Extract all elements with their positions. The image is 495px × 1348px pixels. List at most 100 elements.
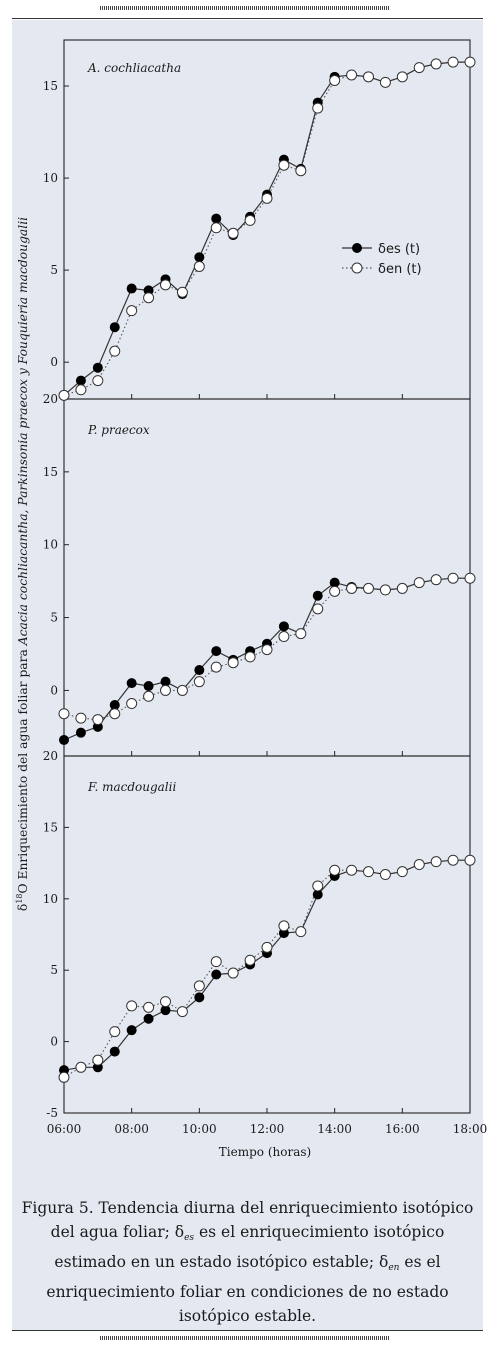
panel-1-y-tick-label: 5 — [50, 263, 58, 277]
panel-2-den-point — [58, 708, 70, 720]
panel-1-des-point — [92, 362, 103, 373]
panel-1-des-point — [194, 252, 205, 263]
panel-2-den-point — [227, 657, 239, 669]
panel-3-den-point — [143, 1001, 155, 1013]
x-tick-label: 14:00 — [317, 1122, 352, 1136]
bottom-rule — [12, 1330, 483, 1331]
panel-2-den-point — [126, 698, 138, 710]
panel-2-den-point — [210, 661, 222, 673]
panel-2-des-point — [329, 577, 340, 588]
panel-2-frame — [63, 398, 471, 757]
panel-3-den-point — [464, 854, 476, 866]
panel-3-den-point — [413, 859, 425, 871]
panel-2-den-point — [109, 708, 121, 720]
panel-3-den-point — [261, 941, 273, 953]
panel-2-den-point — [329, 585, 341, 597]
panel-1-des-point — [75, 375, 86, 386]
panel-2-den-point — [363, 582, 374, 594]
panel-2-des-point — [160, 676, 171, 687]
panel-1-den-point — [379, 76, 391, 88]
panel-1-des-point — [211, 213, 222, 224]
panel-3-den-point — [227, 967, 239, 979]
bottom-decorative-bar — [100, 1336, 390, 1340]
panel-3-den-point — [126, 1000, 138, 1012]
figure-panel — [12, 20, 483, 1330]
panel-1-frame — [63, 39, 471, 400]
panel-2-des-point — [278, 621, 289, 632]
panel-2-den-point — [244, 651, 256, 663]
panel-1-den-point — [329, 75, 341, 87]
panel-1-den-point — [413, 62, 425, 74]
panel-3-des-point — [194, 992, 205, 1003]
panel-3-y-tick-label: 5 — [50, 963, 58, 977]
panel-2-y-tick-label: 15 — [43, 465, 58, 479]
legend: δes (t) δen (t) — [342, 242, 422, 277]
panel-3-den-point — [278, 920, 290, 932]
panel-2-den-point — [261, 644, 273, 656]
panel-3-den-point — [92, 1054, 104, 1066]
panel-2-den-point — [447, 572, 459, 584]
panel-2-den-point — [413, 577, 425, 589]
panel-2-des-point — [312, 590, 323, 601]
panel-1-series-des-line — [63, 61, 470, 396]
panel-1-den-point — [464, 56, 476, 68]
panel-3-den-point — [363, 866, 374, 878]
legend-series1-label: δes (t) — [378, 242, 420, 257]
panel-2-title: P. praecox — [87, 423, 150, 437]
panel-2-den-point — [464, 572, 476, 584]
panel-2-y-tick-label: 0 — [50, 683, 58, 697]
panel-3-series-des-line — [63, 859, 470, 1071]
panel-2-den-point — [430, 574, 442, 586]
panel-2-series-des-line — [63, 577, 470, 741]
panel-3-den-point — [379, 869, 391, 881]
panel-1-den-point — [447, 56, 459, 68]
panel-2-des-point — [75, 727, 86, 738]
legend-series1-marker — [352, 243, 362, 253]
panel-2-den-point — [396, 582, 408, 594]
panel-1-y-tick-label: 10 — [43, 171, 58, 185]
panel-3-y-tick-label: 15 — [43, 820, 58, 834]
panel-1-den-point — [75, 384, 87, 396]
panel-1-den-point — [210, 222, 222, 234]
panel-1-den-point — [143, 292, 155, 304]
x-axis-label: Tiempo (horas) — [219, 1145, 311, 1159]
panel-1-den-point — [109, 345, 121, 357]
panel-2-den-point — [160, 684, 171, 696]
panel-3-den-point — [109, 1026, 121, 1038]
x-tick-label: 18:00 — [453, 1122, 488, 1136]
x-tick-label: 06:00 — [47, 1122, 82, 1136]
panel-1-y-tick-label: 0 — [50, 355, 58, 369]
x-tick-label: 16:00 — [385, 1122, 420, 1136]
panel-3-den-point — [295, 926, 307, 938]
panel-3-den-point — [193, 980, 205, 992]
panel-1-den-point — [227, 227, 239, 239]
panel-1-den-point — [312, 102, 324, 114]
panel-3-des-point — [160, 1005, 171, 1016]
panel-2-den-point — [176, 684, 188, 696]
legend-series2-label: δen (t) — [378, 262, 422, 277]
panel-3-den-point — [210, 956, 222, 968]
panel-1-den-point — [126, 305, 138, 317]
panel-2-y-tick-label: 10 — [43, 538, 58, 552]
panel-2-des-point — [109, 700, 120, 710]
legend-series2-marker — [351, 262, 363, 274]
panel-1-den-point — [193, 260, 205, 272]
panel-3-series-den-line — [63, 859, 470, 1078]
panel-2-den-point — [295, 628, 307, 640]
panel-2-den-point — [143, 690, 155, 702]
panel-3-des-point — [143, 1013, 154, 1024]
panel-2-den-point — [92, 714, 104, 726]
panel-3-des-point — [312, 889, 323, 900]
panel-2-des-point — [126, 678, 137, 689]
panel-2-des-point — [194, 665, 205, 676]
panel-2-den-point — [312, 603, 324, 615]
panel-3-den-point — [346, 864, 358, 876]
plot-marks — [58, 56, 476, 1083]
panel-3-den-point — [329, 864, 341, 876]
panel-1-den-point — [396, 71, 408, 83]
panel-3-y-tick-label: 0 — [50, 1035, 58, 1049]
panel-1-series-den-line — [63, 61, 470, 396]
panel-3-den-point — [58, 1071, 70, 1083]
panel-1-den-point — [430, 58, 442, 70]
